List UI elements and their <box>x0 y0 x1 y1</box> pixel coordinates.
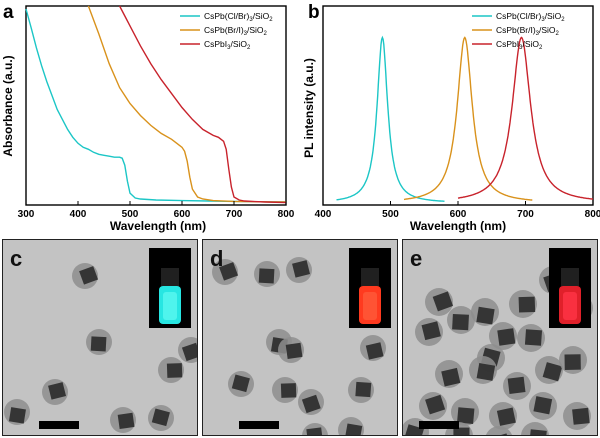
y-axis-label: Absorbance (a.u.) <box>1 55 15 156</box>
nanoparticle <box>148 405 174 431</box>
nanoparticle <box>529 392 557 420</box>
nanoparticle <box>503 372 531 400</box>
nanoparticle <box>517 324 545 352</box>
x-axis-label: Wavelength (nm) <box>110 219 206 233</box>
x-tick-label: 400 <box>70 209 87 220</box>
legend-entry: CsPbI3/SiO2 <box>496 39 543 51</box>
nanoparticle <box>509 290 537 318</box>
nanoparticle <box>471 298 499 326</box>
nanoparticle <box>489 402 517 430</box>
x-tick-label: 600 <box>174 209 191 220</box>
absorbance-line-2 <box>87 5 287 203</box>
nanoparticle <box>158 357 184 383</box>
legend-entry: CsPb(Br/I)3/SiO2 <box>204 25 268 37</box>
legend: CsPb(Cl/Br)3/SiO2 CsPb(Br/I)3/SiO2 CsPbI… <box>180 11 273 51</box>
nanoparticle <box>228 371 254 397</box>
x-axis-label: Wavelength (nm) <box>410 219 506 233</box>
panel-label-c: c <box>10 246 22 271</box>
nanoparticle <box>415 318 443 346</box>
nanoparticle <box>110 407 136 433</box>
vial-cap <box>561 268 579 286</box>
absorbance-series-group <box>25 5 287 204</box>
pl-line-2 <box>403 36 533 201</box>
nanoparticle <box>4 399 30 425</box>
x-tick-label: 300 <box>18 209 35 220</box>
y-axis-label: PL intensity (a.u.) <box>302 58 316 158</box>
nanoparticle <box>348 377 374 403</box>
x-tick-label: 700 <box>226 209 243 220</box>
panel-a-chart: 300 400 500 600 700 800 a Absorbance (a.u.) W… <box>1 2 295 233</box>
tem-image-e: e <box>402 239 598 436</box>
pl-line-3 <box>457 36 594 200</box>
nanoparticle <box>485 426 513 435</box>
nanoparticle <box>42 379 68 405</box>
nanoparticle <box>302 423 328 435</box>
nanoparticle <box>535 356 563 384</box>
nanoparticle <box>272 377 298 403</box>
nanoparticle <box>451 398 479 426</box>
absorbance-line-3 <box>118 5 287 204</box>
pl-series-group <box>336 35 594 202</box>
vial-cap <box>161 268 179 286</box>
nanoparticle <box>489 322 517 350</box>
panel-label-d: d <box>210 246 223 271</box>
nanoparticle <box>72 263 99 289</box>
legend-entry: CsPb(Cl/Br)3/SiO2 <box>496 11 565 23</box>
legend-entry: CsPb(Cl/Br)3/SiO2 <box>204 11 273 23</box>
nanoparticle <box>425 288 454 316</box>
nanoparticle <box>338 417 364 435</box>
vial-glow-core <box>363 292 377 320</box>
plot-frame <box>25 5 287 206</box>
nanoparticle <box>447 306 475 334</box>
tem-image-d: d <box>202 239 398 436</box>
nanoparticle <box>286 257 312 283</box>
x-tick-label: 700 <box>517 209 534 220</box>
vial-glow-core <box>563 292 577 320</box>
legend-entry: CsPbI3/SiO2 <box>204 39 251 51</box>
x-tick-label: 400 <box>315 209 332 220</box>
plot-frame <box>322 5 594 206</box>
panel-b-chart: 400 500 600 700 800 b PL intensity (a.u.) Wa… <box>302 2 600 233</box>
nanoparticle <box>469 356 497 384</box>
nanoparticle <box>254 261 280 287</box>
scale-bar <box>39 421 79 429</box>
nanoparticle <box>563 402 591 430</box>
tem-image-c: c <box>2 239 198 436</box>
nanoparticle <box>559 346 587 374</box>
nanoparticle <box>86 329 112 355</box>
x-tick-label: 500 <box>382 209 399 220</box>
nanoparticle <box>298 389 324 415</box>
x-tick-label: 600 <box>450 209 467 220</box>
scale-bar <box>419 421 459 429</box>
nanoparticle <box>212 259 239 285</box>
legend: CsPb(Cl/Br)3/SiO2 CsPb(Br/I)3/SiO2 CsPbI… <box>472 11 565 51</box>
x-tick-label: 800 <box>585 209 600 220</box>
nanoparticle <box>419 392 447 420</box>
x-tick-label: 800 <box>278 209 295 220</box>
legend-entry: CsPb(Br/I)3/SiO2 <box>496 25 560 37</box>
vial-cap <box>361 268 379 286</box>
x-tick-group: 300 400 500 600 700 800 <box>18 201 295 220</box>
scale-bar <box>239 421 279 429</box>
absorbance-line-1 <box>25 8 287 203</box>
vial-glow-core <box>163 292 177 320</box>
nanoparticle <box>435 360 463 388</box>
nanoparticle <box>178 337 197 363</box>
nanoparticle <box>360 335 386 361</box>
nanoparticle <box>278 337 304 363</box>
x-tick-group: 400 500 600 700 800 <box>315 201 600 220</box>
panel-label-a: a <box>3 2 14 23</box>
x-tick-label: 500 <box>122 209 139 220</box>
nanoparticle <box>521 422 549 435</box>
panel-label-b: b <box>308 2 320 23</box>
pl-line-1 <box>336 35 445 202</box>
panel-label-e: e <box>410 246 422 271</box>
